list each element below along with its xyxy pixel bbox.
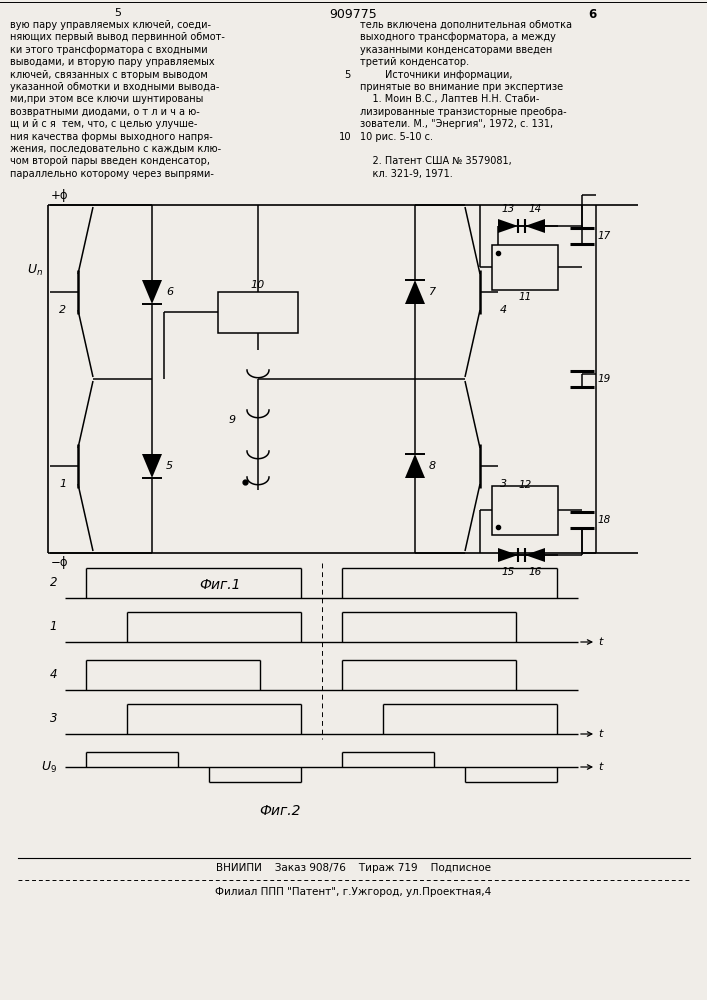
Text: Филиал ППП "Патент", г.Ужгород, ул.Проектная,4: Филиал ППП "Патент", г.Ужгород, ул.Проек… — [215, 887, 491, 897]
Polygon shape — [405, 280, 425, 304]
Text: Фиг.2: Фиг.2 — [259, 804, 300, 818]
Text: ми,при этом все ключи шунтированы: ми,при этом все ключи шунтированы — [10, 94, 204, 104]
Text: t: t — [598, 729, 602, 739]
Text: ния качества формы выходного напря-: ния качества формы выходного напря- — [10, 132, 213, 142]
Text: 15: 15 — [501, 567, 515, 577]
Text: 7: 7 — [429, 287, 436, 297]
Text: 4: 4 — [49, 668, 57, 682]
Text: 9: 9 — [229, 415, 236, 425]
Text: тель включена дополнительная обмотка: тель включена дополнительная обмотка — [360, 20, 572, 30]
Text: 10: 10 — [251, 280, 265, 290]
Text: няющих первый вывод первинной обмот-: няющих первый вывод первинной обмот- — [10, 32, 225, 42]
Text: 2. Патент США № 3579081,: 2. Патент США № 3579081, — [360, 156, 512, 166]
Text: выходного трансформатора, а между: выходного трансформатора, а между — [360, 32, 556, 42]
Text: 16: 16 — [528, 567, 542, 577]
Bar — [492, 245, 558, 290]
Text: 17: 17 — [598, 231, 612, 241]
Text: 8: 8 — [429, 461, 436, 471]
Text: лизированные транзисторные преобра-: лизированные транзисторные преобра- — [360, 107, 566, 117]
Text: параллельно которому через выпрями-: параллельно которому через выпрями- — [10, 169, 214, 179]
Text: 6: 6 — [166, 287, 173, 297]
Polygon shape — [525, 219, 545, 233]
Polygon shape — [498, 548, 518, 562]
Text: указанными конденсаторами введен: указанными конденсаторами введен — [360, 45, 552, 55]
Text: выводами, и вторую пару управляемых: выводами, и вторую пару управляемых — [10, 57, 215, 67]
Text: $U_n$: $U_n$ — [27, 262, 43, 278]
Bar — [492, 486, 558, 535]
Text: 6: 6 — [588, 8, 596, 21]
Text: 11: 11 — [518, 292, 532, 302]
Polygon shape — [142, 280, 162, 304]
Text: 18: 18 — [598, 515, 612, 525]
Text: зователи. М., "Энергия", 1972, с. 131,: зователи. М., "Энергия", 1972, с. 131, — [360, 119, 553, 129]
Text: 1: 1 — [59, 479, 66, 489]
Text: 5: 5 — [115, 8, 122, 18]
Text: 12: 12 — [518, 480, 532, 490]
Text: 5: 5 — [166, 461, 173, 471]
Text: 2: 2 — [49, 576, 57, 589]
Text: 3: 3 — [49, 712, 57, 726]
Text: ки этого трансформатора с входными: ки этого трансформатора с входными — [10, 45, 208, 55]
Text: 19: 19 — [598, 374, 612, 384]
Text: вую пару управляемых ключей, соеди-: вую пару управляемых ключей, соеди- — [10, 20, 211, 30]
Text: Фиг.1: Фиг.1 — [199, 578, 241, 592]
Text: t: t — [598, 762, 602, 772]
Text: 4: 4 — [500, 305, 507, 315]
Polygon shape — [498, 219, 518, 233]
Text: принятые во внимание при экспертизе: принятые во внимание при экспертизе — [360, 82, 563, 92]
Text: 1: 1 — [49, 620, 57, 634]
Text: ВНИИПИ    Заказ 908/76    Тираж 719    Подписное: ВНИИПИ Заказ 908/76 Тираж 719 Подписное — [216, 863, 491, 873]
Text: 13: 13 — [501, 204, 515, 214]
Text: 2: 2 — [59, 305, 66, 315]
Text: −ϕ: −ϕ — [51, 556, 69, 569]
Text: $U_9$: $U_9$ — [41, 759, 57, 775]
Text: 10: 10 — [339, 132, 351, 142]
Text: 14: 14 — [528, 204, 542, 214]
Text: жения, последовательно с каждым клю-: жения, последовательно с каждым клю- — [10, 144, 221, 154]
Text: кл. 321-9, 1971.: кл. 321-9, 1971. — [360, 169, 452, 179]
Text: 3: 3 — [500, 479, 507, 489]
Text: ключей, связанных с вторым выводом: ключей, связанных с вторым выводом — [10, 70, 208, 80]
Text: 5: 5 — [344, 70, 350, 80]
Text: указанной обмотки и входными вывода-: указанной обмотки и входными вывода- — [10, 82, 219, 92]
Text: щ и й с я  тем, что, с целью улучше-: щ и й с я тем, что, с целью улучше- — [10, 119, 197, 129]
Text: 10 рис. 5-10 с.: 10 рис. 5-10 с. — [360, 132, 433, 142]
Polygon shape — [525, 548, 545, 562]
Text: 1. Моин В.С., Лаптев Н.Н. Стаби-: 1. Моин В.С., Лаптев Н.Н. Стаби- — [360, 94, 539, 104]
Polygon shape — [405, 454, 425, 478]
Text: 909775: 909775 — [329, 8, 377, 21]
Text: возвратными диодами, о т л и ч а ю-: возвратными диодами, о т л и ч а ю- — [10, 107, 200, 117]
Bar — [218, 292, 298, 333]
Text: третий конденсатор.: третий конденсатор. — [360, 57, 469, 67]
Polygon shape — [142, 454, 162, 478]
Text: t: t — [598, 637, 602, 647]
Text: чом второй пары введен конденсатор,: чом второй пары введен конденсатор, — [10, 156, 210, 166]
Text: +ϕ: +ϕ — [51, 189, 69, 202]
Text: Источники информации,: Источники информации, — [360, 70, 513, 80]
